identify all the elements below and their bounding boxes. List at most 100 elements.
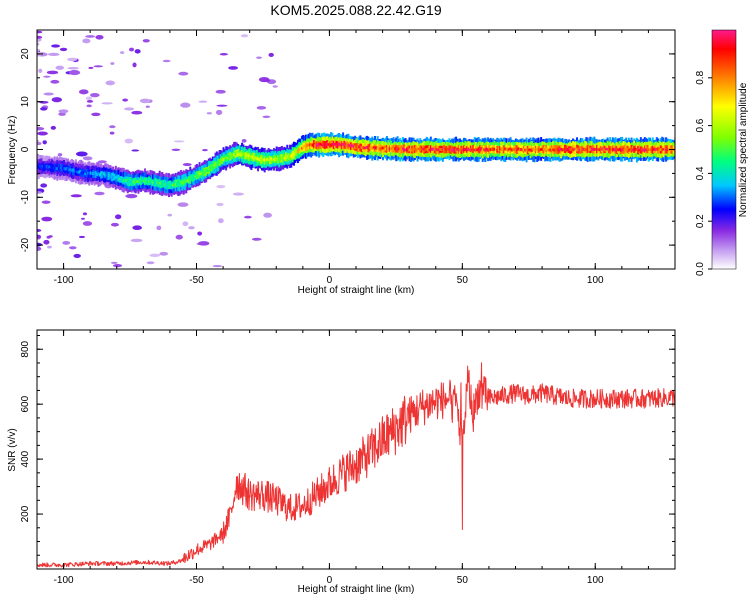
- spectrogram-ridge-cell: [158, 181, 161, 185]
- spectrogram-ridge-cell: [296, 149, 299, 154]
- spectrogram-noise-cell: [37, 35, 43, 39]
- spectrogram-ridge-cell: [72, 168, 75, 172]
- spectrogram-ridge-cell: [541, 147, 544, 151]
- spectrogram-ridge-cell: [177, 182, 180, 186]
- spectrogram-ridge-cell: [566, 148, 569, 152]
- spectrogram-noise-cell: [82, 156, 93, 161]
- spectrogram-ridge-cell: [649, 148, 652, 152]
- spectrogram-ridge-cell: [657, 147, 660, 151]
- spectrogram-ridge-cell: [150, 179, 153, 183]
- spectrogram-ridge-cell: [298, 148, 301, 151]
- spectrogram-ridge-cell: [148, 180, 151, 183]
- spectrogram-noise-cell: [78, 235, 86, 239]
- spectrogram-ridge-cell: [524, 148, 527, 152]
- spectrogram-ridge-cell: [626, 148, 629, 152]
- spectrogram-ridge-cell: [222, 158, 225, 162]
- spectrogram-ridge-cell: [267, 158, 270, 162]
- spectrogram-noise-cell: [40, 183, 48, 188]
- spectrogram-ridge-cell: [417, 147, 420, 151]
- spectrogram-ridge-cell: [615, 147, 618, 151]
- spectrogram-ridge-cell: [513, 148, 516, 151]
- spectrogram-ridge-cell: [658, 147, 661, 151]
- spectrogram-ridge-cell: [582, 147, 585, 151]
- spectrogram-ridge-cell: [288, 155, 291, 158]
- spectrogram-ridge-cell: [57, 167, 60, 171]
- spectrogram-ridge-cell: [496, 148, 499, 152]
- spectrogram-ridge-cell: [37, 165, 40, 169]
- figure-title: KOM5.2025.088.22.42.G19: [270, 2, 441, 18]
- spectrogram-ridge-cell: [201, 171, 204, 174]
- spectrogram-ridge-cell: [481, 148, 484, 152]
- spectrogram-noise-cell: [156, 225, 162, 231]
- y-tick-label: 800: [20, 340, 31, 357]
- spectrogram-ridge-cell: [477, 147, 480, 151]
- spectrogram-noise-cell: [240, 34, 249, 38]
- spectrogram-ridge-cell: [48, 165, 51, 169]
- spectrogram-ridge-cell: [98, 173, 101, 177]
- spectrogram-ridge-cell: [214, 162, 217, 166]
- spectrogram-noise-cell: [85, 35, 96, 38]
- spectrogram-noise-cell: [131, 149, 140, 152]
- spectrogram-noise-cell: [47, 245, 52, 249]
- spectrogram-ridge-cell: [379, 147, 382, 151]
- spectrogram-noise-cell: [37, 234, 42, 239]
- spectrogram-noise-cell: [216, 104, 228, 107]
- spectrogram-ridge-cell: [525, 148, 528, 152]
- spectrogram-ridge-cell: [88, 172, 91, 176]
- colorbar-tick-label: 0.2: [695, 214, 706, 228]
- spectrogram-noise-cell: [142, 39, 150, 43]
- spectrogram-ridge-cell: [73, 169, 76, 173]
- spectrogram-ridge-cell: [162, 183, 165, 186]
- spectrogram-ridge-cell: [542, 147, 545, 151]
- x-tick-label: 100: [587, 275, 604, 286]
- spectrogram-ridge-cell: [178, 180, 181, 184]
- spectrogram-ridge-cell: [492, 147, 495, 151]
- spectrogram-ridge-cell: [144, 178, 147, 182]
- spectrogram-ridge-cell: [372, 146, 375, 149]
- spectrogram-noise-cell: [130, 238, 143, 243]
- spectrogram-ridge-cell: [121, 177, 124, 181]
- spectrogram-ridge-cell: [217, 160, 220, 165]
- spectrogram-ridge-cell: [638, 148, 641, 152]
- spectrogram-ridge-cell: [97, 172, 100, 176]
- spectrogram-ridge-cell: [282, 155, 285, 159]
- spectrogram-noise-cell: [145, 105, 150, 108]
- spectrogram-ridge-cell: [269, 157, 272, 161]
- spectrogram-ridge-cell: [581, 147, 584, 151]
- spectrogram-ridge-cell: [134, 179, 137, 183]
- spectrogram-ridge-cell: [223, 157, 226, 160]
- spectrogram-ridge-cell: [516, 147, 519, 151]
- spectrogram-noise-cell: [198, 100, 208, 103]
- spectrogram-ridge-cell: [667, 148, 670, 152]
- spectrogram-ridge-cell: [662, 148, 665, 151]
- spectrogram-noise-cell: [80, 217, 85, 220]
- spectrogram-ridge-cell: [51, 165, 54, 169]
- spectrogram-ridge-cell: [266, 157, 269, 161]
- spectrogram-ridge-cell: [61, 166, 64, 170]
- spectrogram-ridge-cell: [552, 148, 555, 151]
- spectrogram-ridge-cell: [420, 147, 423, 151]
- y-tick-label: -20: [20, 237, 31, 252]
- spectrogram-noise-cell: [251, 237, 262, 241]
- spectrogram-ridge-cell: [40, 165, 43, 169]
- spectrogram-ridge-cell: [464, 148, 467, 151]
- spectrogram-ridge-cell: [650, 148, 653, 151]
- y-tick-label: 600: [20, 395, 31, 412]
- spectrogram-ridge-cell: [610, 147, 613, 151]
- spectrogram-ridge-cell: [101, 173, 104, 177]
- spectrogram-noise-cell: [38, 68, 43, 73]
- spectrogram-ridge-cell: [108, 174, 111, 177]
- spectrogram-ridge-cell: [518, 148, 521, 152]
- spectrogram-ridge-cell: [69, 168, 72, 172]
- spectrogram-noise-cell: [46, 70, 59, 75]
- spectrogram-ridge-cell: [568, 147, 571, 151]
- spectrogram-ridge-cell: [62, 167, 65, 170]
- spectrogram-ridge-cell: [597, 148, 600, 152]
- spectrogram-noise-cell: [256, 105, 267, 110]
- spectrogram-ridge-cell: [627, 148, 630, 152]
- spectrogram-ridge-cell: [395, 147, 398, 152]
- spectrogram-ridge-cell: [562, 148, 565, 152]
- spectrogram-ridge-cell: [242, 153, 245, 156]
- spectrogram-noise-cell: [37, 191, 43, 194]
- spectrogram-noise-cell: [41, 200, 51, 204]
